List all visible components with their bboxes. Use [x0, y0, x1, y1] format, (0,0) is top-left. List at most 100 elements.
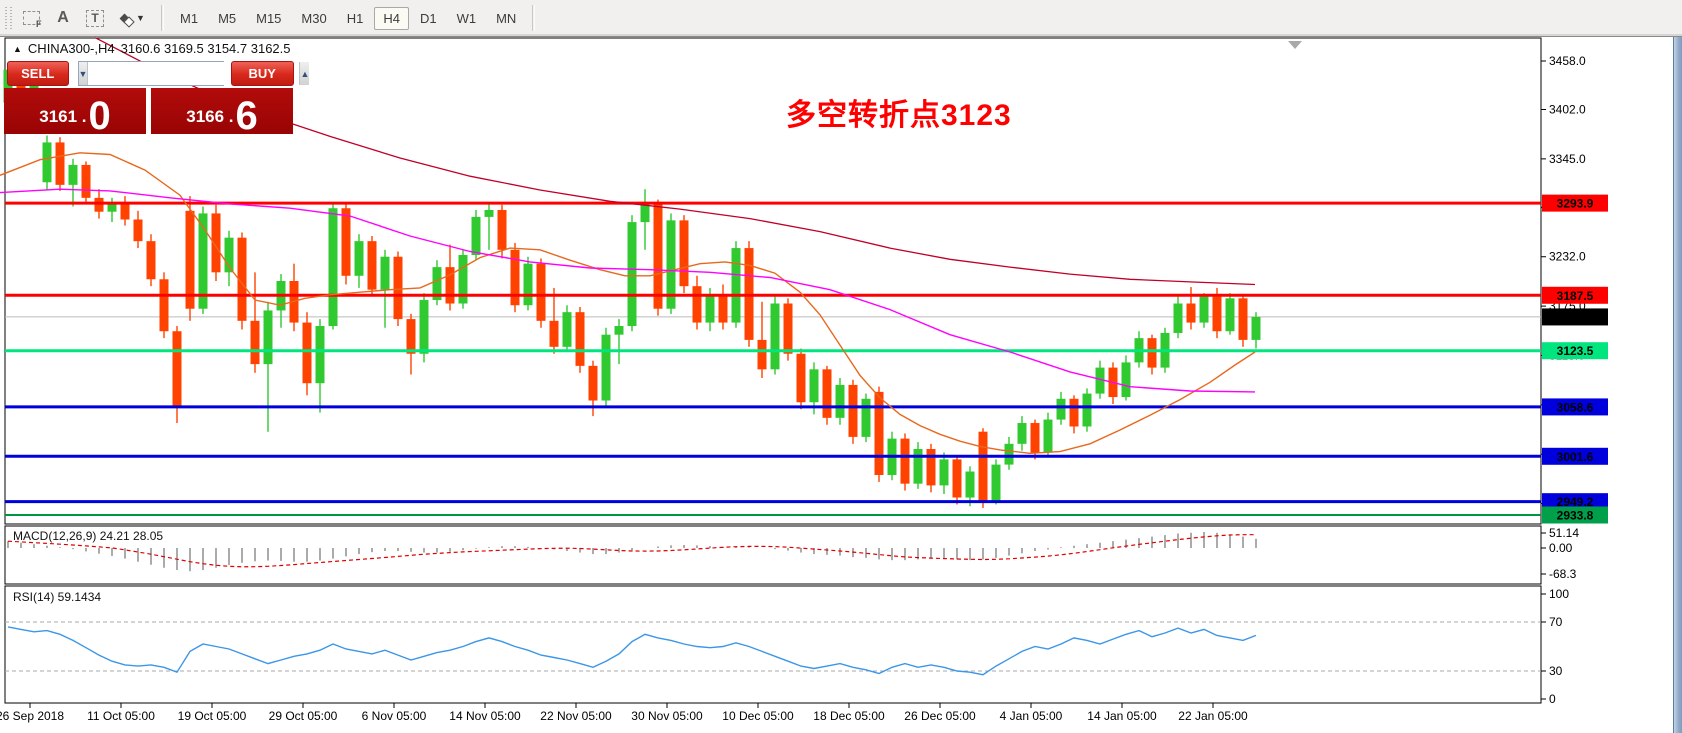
timeframe-M15[interactable]: M15: [256, 10, 282, 26]
bear-candle: [1186, 303, 1196, 323]
date-label: 14 Nov 05:00: [449, 709, 521, 723]
panel-frames: [4, 37, 1542, 704]
timeframe-M30[interactable]: M30: [301, 10, 327, 26]
timeframe-H1[interactable]: H1: [346, 10, 364, 26]
bear-candle: [393, 256, 403, 320]
sell-price-main: 3161 .: [39, 107, 87, 126]
timeframe-MN[interactable]: MN: [496, 10, 517, 26]
bear-candle: [1069, 398, 1079, 427]
bull-candle: [640, 203, 650, 223]
bull-candle: [224, 237, 234, 273]
bid-ask-display: 3161 . 0 3166 . 6: [4, 88, 294, 134]
timeframe-group: M1 M5 M15 M30 H1 H4 D1 W1 MN: [170, 6, 526, 30]
date-label: 4 Jan 05:00: [1000, 709, 1063, 723]
bull-candle: [1121, 362, 1131, 398]
timeframe-W1[interactable]: W1: [456, 10, 477, 26]
buy-price[interactable]: 3166 . 6: [151, 88, 293, 134]
bear-candle: [549, 320, 559, 347]
text-box-icon[interactable]: T: [79, 5, 111, 31]
date-label: 26 Dec 05:00: [904, 709, 976, 723]
price-badges: 3293.9 3187.5 3162.5 3123.5 3058.6 3001.6 2949…: [1542, 194, 1608, 524]
bear-candle: [822, 369, 832, 418]
bull-candle: [1043, 419, 1053, 453]
bear-candle: [146, 241, 156, 280]
sell-button[interactable]: SELL: [7, 61, 69, 86]
macd-axis-label: -68.3: [1549, 567, 1577, 581]
bear-candle: [94, 197, 104, 212]
chevron-down-icon: ▼: [136, 13, 145, 23]
bull-candle: [484, 209, 494, 217]
rsi-axis-label: 0: [1549, 692, 1556, 706]
price-axis: 3458.03402.03345.03289.03232.03175.03118…: [1541, 54, 1586, 511]
timeframe-M5[interactable]: M5: [218, 10, 237, 26]
letter-t-glyph: T: [86, 9, 104, 27]
price-tick: 3458.0: [1549, 54, 1586, 68]
price-badge: [1542, 194, 1608, 212]
bull-candle: [328, 208, 338, 327]
bull-candle: [458, 255, 468, 304]
bull-candle: [1095, 367, 1105, 394]
buy-button[interactable]: BUY: [230, 61, 294, 86]
rsi-axis-label: 100: [1549, 587, 1569, 601]
price-badge: [1542, 493, 1608, 511]
timeframe-H4[interactable]: H4: [374, 6, 409, 30]
timeframe-D1[interactable]: D1: [419, 10, 437, 26]
date-axis: 26 Sep 2018 11 Oct 05:00 19 Oct 05:00 29 Oc…: [0, 703, 1248, 723]
date-label: 26 Sep 2018: [0, 709, 64, 723]
bull-candle: [965, 471, 975, 498]
bull-candle: [809, 369, 819, 403]
bull-candle: [263, 310, 273, 365]
bear-candle: [1147, 338, 1157, 368]
bear-candle: [55, 142, 65, 185]
macd-axis-label: 0.00: [1549, 541, 1573, 555]
macd-histogram: [7, 532, 1257, 572]
bull-candle: [3, 69, 13, 103]
bull-candle: [1199, 296, 1209, 323]
date-label: 10 Dec 05:00: [722, 709, 794, 723]
date-label: 18 Dec 05:00: [813, 709, 885, 723]
timeframe-M1[interactable]: M1: [180, 10, 199, 26]
bear-candle: [302, 322, 312, 384]
bull-candle: [1251, 316, 1261, 340]
price-badge-value: 3162.5: [1557, 310, 1594, 324]
bear-candle: [211, 213, 221, 273]
bull-candle: [1082, 393, 1092, 427]
bear-candle: [406, 319, 416, 354]
volume-decrease-button[interactable]: ▼: [78, 62, 89, 85]
bear-candle: [783, 303, 793, 354]
toolbar-drag-handle[interactable]: [3, 7, 15, 29]
draw-objects-icon[interactable]: ▼: [111, 5, 155, 31]
sell-price[interactable]: 3161 . 0: [4, 88, 146, 134]
price-badge: [1542, 398, 1608, 416]
bull-candle: [939, 459, 949, 486]
text-label-icon[interactable]: A: [47, 5, 79, 31]
price-badge-value: 2933.8: [1557, 509, 1594, 523]
rsi-axis-label: 70: [1549, 615, 1563, 629]
symbol-name: CHINA300-,H4: [27, 41, 115, 56]
rsi-label: RSI(14) 59.1434: [13, 590, 102, 604]
price-badge-value: 3123.5: [1557, 344, 1594, 358]
bull-candle: [1225, 298, 1235, 332]
rsi-panel-layer: [5, 621, 1541, 672]
collapse-triangle-icon[interactable]: ▲: [13, 43, 22, 54]
bull-candle: [471, 216, 481, 256]
volume-increase-button[interactable]: ▲: [299, 62, 310, 85]
bull-candle: [601, 334, 611, 401]
bear-candle: [120, 202, 130, 220]
price-badge: [1542, 342, 1608, 360]
bear-candle: [679, 220, 689, 287]
bear-candle: [445, 267, 455, 304]
macd-signal-line: [7, 534, 1256, 568]
vertical-scrollbar[interactable]: [1673, 36, 1682, 733]
bull-candle: [68, 164, 78, 185]
sell-price-big-digit: 0: [88, 94, 111, 134]
chart-shift-marker[interactable]: [1288, 41, 1302, 49]
bear-candle: [653, 203, 663, 309]
date-label: 14 Jan 05:00: [1087, 709, 1157, 723]
bear-candle: [341, 208, 351, 276]
tile-windows-f-icon[interactable]: F: [15, 5, 47, 31]
bear-candle: [1212, 296, 1222, 332]
price-badge-value: 3187.5: [1557, 289, 1594, 303]
